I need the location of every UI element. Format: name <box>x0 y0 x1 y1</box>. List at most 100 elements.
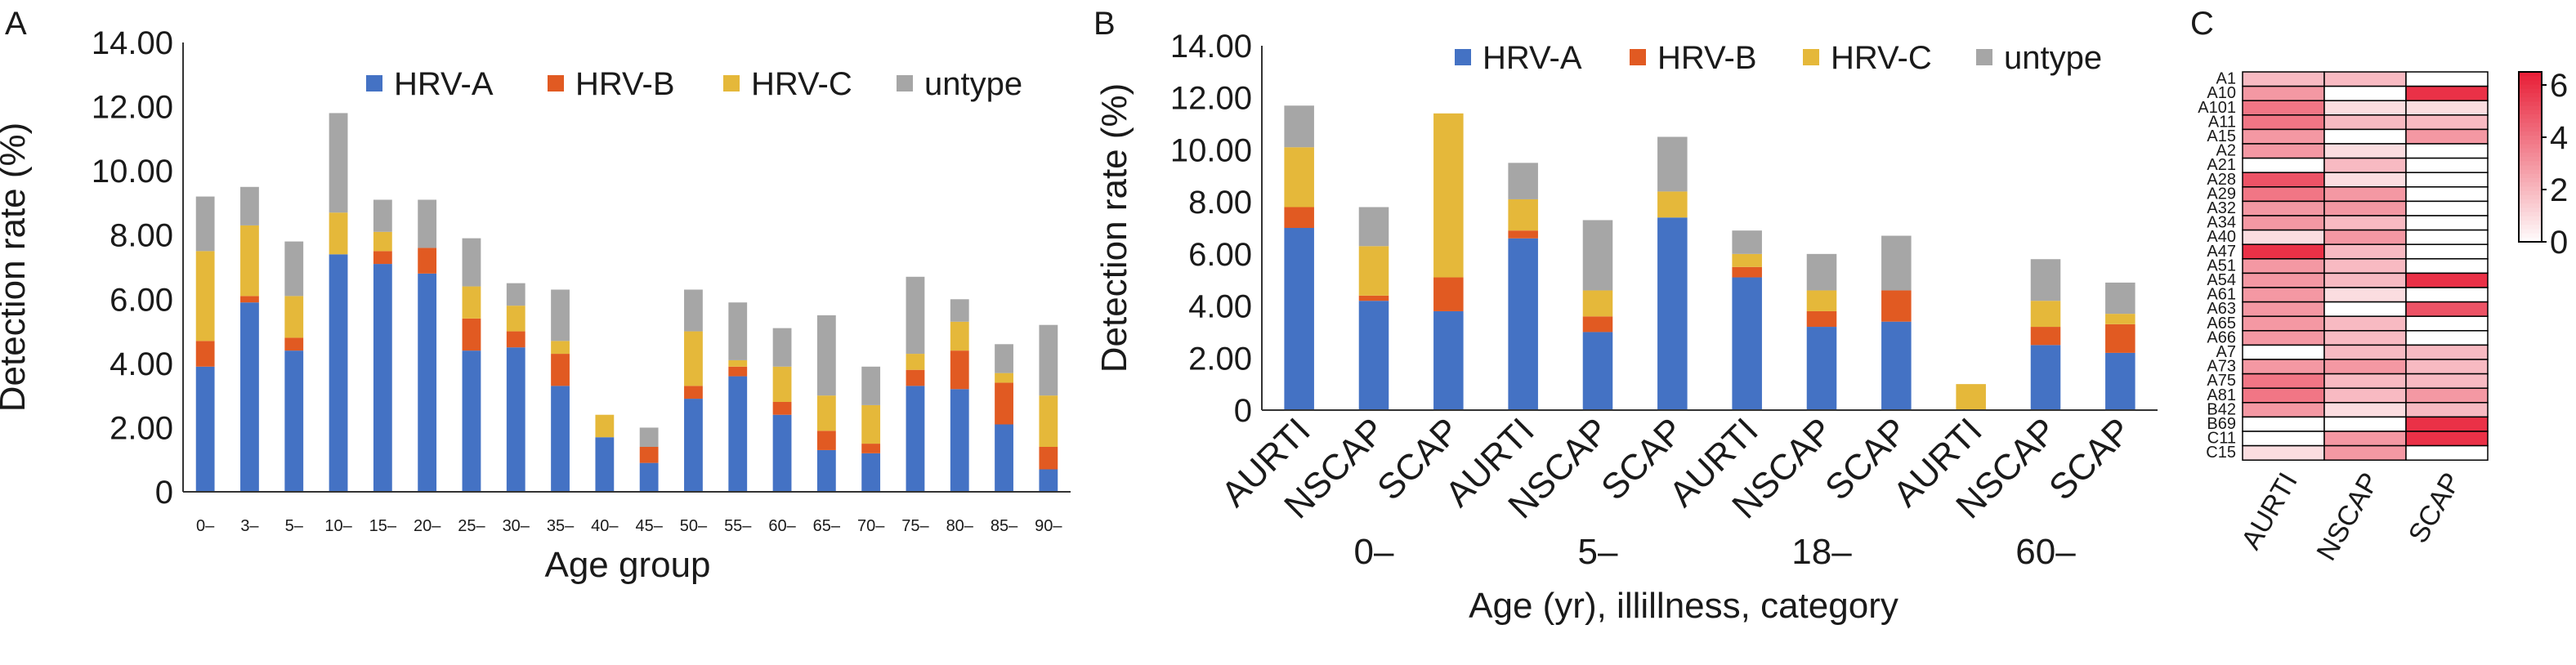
bar-segment-hrv-b <box>2105 324 2135 353</box>
panel-label-c: C <box>2190 6 2214 42</box>
bar-segment-hrv-c <box>284 296 304 338</box>
heatmap-row-label: A61 <box>2207 286 2236 304</box>
bar-segment-hrv-c <box>551 341 570 355</box>
bar-segment-hrv-c <box>1039 395 1058 447</box>
x-tick-label: 45– <box>635 517 663 535</box>
bar-segment-untype <box>195 196 215 252</box>
bar-segment-hrv-b <box>551 354 570 386</box>
heatmap-cell <box>2405 128 2489 145</box>
colorbar-border <box>2518 71 2542 243</box>
bar-segment-untype <box>728 302 748 360</box>
bar-segment-hrv-a <box>373 264 392 492</box>
heatmap-column-label: SCAP <box>2403 467 2467 548</box>
bar-segment-hrv-c <box>329 212 348 255</box>
colorbar-segment <box>2519 136 2542 141</box>
y-tick-label: 2.00 <box>110 410 173 446</box>
heatmap-cell <box>2323 359 2407 375</box>
bar-segment-hrv-c <box>1284 147 1314 208</box>
bar-segment-untype <box>1732 230 1762 254</box>
heatmap-row-label: A66 <box>2207 328 2236 346</box>
heatmap-cell <box>2323 200 2407 216</box>
bar-segment-hrv-b <box>1508 230 1538 239</box>
heatmap-cell <box>2242 373 2325 389</box>
colorbar-segment <box>2519 101 2542 107</box>
colorbar-segment <box>2519 118 2542 123</box>
y-tick-label: 6.00 <box>1188 237 1252 273</box>
heatmap-row-label: A34 <box>2207 214 2236 232</box>
heatmap-cell <box>2323 215 2407 231</box>
legend-swatch-hrv-b <box>1630 49 1646 65</box>
colorbar-segment <box>2519 114 2542 119</box>
colorbar-segment <box>2519 229 2542 234</box>
heatmap-row-label: A51 <box>2207 257 2236 274</box>
legend-label-untype: untype <box>924 66 1022 102</box>
bar-segment-hrv-c <box>950 321 969 351</box>
heatmap-cell <box>2323 301 2407 317</box>
bar-segment-untype <box>1582 220 1613 291</box>
heatmap-cell <box>2242 186 2325 203</box>
heatmap-cell <box>2323 287 2407 303</box>
colorbar-segment <box>2519 161 2542 166</box>
x-tick-label: 55– <box>724 517 752 535</box>
heatmap-cell <box>2323 402 2407 418</box>
bar-segment-hrv-a <box>1433 310 1464 410</box>
colorbar-segment <box>2519 152 2542 158</box>
x-tick-label: 40– <box>591 517 619 535</box>
x-tick-label: 50– <box>680 517 708 535</box>
heatmap-cell <box>2405 402 2489 418</box>
heatmap-cell <box>2405 416 2489 432</box>
bar-segment-untype <box>950 299 969 322</box>
bar-segment-hrv-b <box>195 341 215 367</box>
x-tick-label: 15– <box>369 517 397 535</box>
bar-segment-hrv-c <box>462 286 481 319</box>
colorbar-segment <box>2519 84 2542 90</box>
heatmap-column-label: NSCAP <box>2310 467 2385 565</box>
panel-label-b: B <box>1093 6 1116 42</box>
heatmap-cell <box>2242 402 2325 418</box>
bar-segment-untype <box>284 241 304 297</box>
bar-segment-hrv-b <box>284 337 304 351</box>
bar-segment-hrv-a <box>2030 345 2061 410</box>
heatmap-cell <box>2323 344 2407 360</box>
y-axis-title: Detection rate (%) <box>0 123 33 413</box>
legend-label-hrv-c: HRV-C <box>1831 40 1932 76</box>
heatmap-column-label: AURTI <box>2235 467 2304 555</box>
bar-segment-hrv-b <box>1582 316 1613 332</box>
colorbar-segment <box>2519 127 2542 132</box>
bar-segment-hrv-b <box>684 386 703 399</box>
heatmap-row-label: A2 <box>2216 142 2236 160</box>
heatmap-cell <box>2405 258 2489 274</box>
heatmap-cell <box>2323 71 2407 87</box>
bar-segment-untype <box>861 366 881 405</box>
heatmap-cell <box>2323 157 2407 173</box>
bar-segment-hrv-c <box>1732 253 1762 267</box>
bar-segment-hrv-a <box>772 414 792 492</box>
heatmap-row-label: B42 <box>2207 400 2236 418</box>
bar-segment-hrv-b <box>1806 310 1837 328</box>
colorbar-segment <box>2519 216 2542 221</box>
bar-segment-untype <box>995 344 1013 373</box>
heatmap-row-label: A11 <box>2208 113 2236 131</box>
colorbar-tick-label: 2 <box>2550 172 2568 208</box>
heatmap-cell <box>2323 229 2407 245</box>
heatmap-row-label: A63 <box>2207 300 2236 318</box>
heatmap-cell <box>2242 229 2325 245</box>
heatmap-cell <box>2405 301 2489 317</box>
bar-segment-hrv-a <box>240 302 259 492</box>
bar-segment-hrv-c <box>861 404 881 444</box>
colorbar-segment <box>2519 233 2542 239</box>
heatmap-cell <box>2242 431 2325 447</box>
bar-segment-hrv-b <box>816 431 836 450</box>
bar-segment-untype <box>816 315 836 396</box>
colorbar-segment <box>2519 190 2542 196</box>
bar-segment-hrv-a <box>1732 277 1762 410</box>
heatmap-cell <box>2242 287 2325 303</box>
colorbar-segment <box>2519 72 2542 77</box>
x-axis-title: Age (yr), illillness, category <box>1469 586 1898 626</box>
bar-segment-hrv-c <box>772 366 792 402</box>
heatmap-cell <box>2242 143 2325 159</box>
bar-segment-untype <box>373 199 392 232</box>
heatmap-row-label: A21 <box>2207 156 2236 174</box>
legend-label-hrv-a: HRV-A <box>1483 40 1582 76</box>
colorbar-segment <box>2519 221 2542 225</box>
